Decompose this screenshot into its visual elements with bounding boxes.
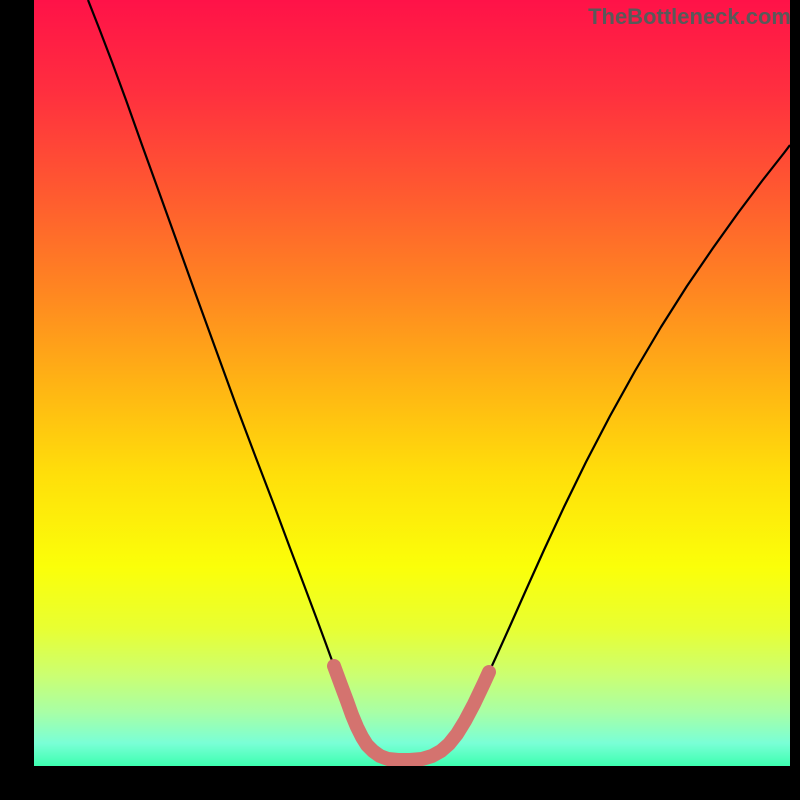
watermark-text: TheBottleneck.com [588, 4, 791, 30]
bottleneck-overlay [334, 666, 489, 760]
canvas: TheBottleneck.com [0, 0, 800, 800]
plot-area [34, 0, 790, 766]
curve-layer [34, 0, 790, 766]
bottleneck-curve [88, 0, 790, 760]
